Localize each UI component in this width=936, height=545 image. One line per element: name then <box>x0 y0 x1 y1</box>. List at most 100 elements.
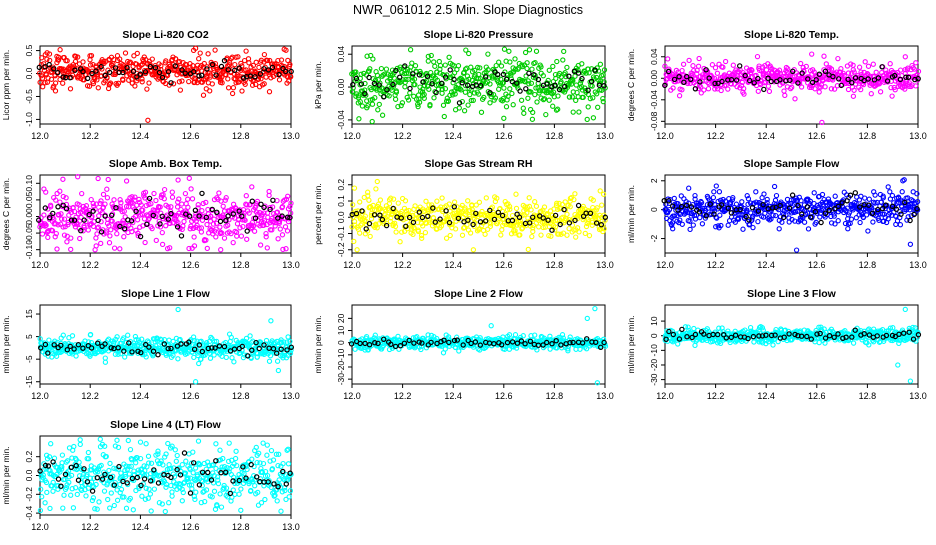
chart-1-point <box>277 78 281 82</box>
chart-2-ref-point <box>367 75 371 79</box>
chart-5-point <box>600 203 604 207</box>
chart-9-xtick-label-3: 12.6 <box>808 391 826 401</box>
chart-4-ref-point <box>218 219 222 223</box>
chart-4-point <box>154 198 158 202</box>
chart-4-point <box>283 225 287 229</box>
chart-4-point <box>250 185 254 189</box>
chart-2-point <box>522 111 526 115</box>
chart-6-point <box>754 190 758 194</box>
chart-7-point <box>276 359 280 363</box>
chart-2-point <box>469 65 473 69</box>
chart-5-point <box>514 206 518 210</box>
chart-1-point <box>81 60 85 64</box>
chart-5-xtick-label-4: 12.8 <box>546 260 564 270</box>
chart-5-point <box>394 230 398 234</box>
chart-5-ytick-label-2: 0.0 <box>336 211 346 223</box>
chart-1-point <box>58 48 62 52</box>
chart-5-point <box>500 228 504 232</box>
chart-5-xtick-label-1: 12.2 <box>394 260 412 270</box>
chart-2-point <box>556 107 560 111</box>
chart-7-ytick-label-2: 5 <box>24 334 34 339</box>
chart-1-point <box>201 93 205 97</box>
chart-1-point <box>187 80 191 84</box>
chart-7-ytick-label-3: 15 <box>24 309 34 319</box>
chart-4-point <box>217 191 221 195</box>
chart-4-xtick-label-1: 12.2 <box>81 260 99 270</box>
chart-5-ref-point <box>577 203 581 207</box>
chart-1-ytick-label-3: 0.5 <box>24 44 34 56</box>
chart-3-point <box>874 70 878 74</box>
chart-4-point <box>212 217 216 221</box>
chart-6-point <box>717 190 721 194</box>
chart-9-ytick-label-1: -20 <box>649 359 659 372</box>
chart-6-point <box>890 193 894 197</box>
chart-5-point <box>466 199 470 203</box>
chart-2-point <box>409 48 413 52</box>
chart-6-point <box>756 220 760 224</box>
chart-9-point <box>693 343 697 347</box>
chart-7-point <box>74 354 78 358</box>
chart-6-point <box>688 227 692 231</box>
chart-5-point <box>573 192 577 196</box>
chart-4-point <box>161 242 165 246</box>
chart-1-point <box>257 65 261 69</box>
chart-4-point <box>143 240 147 244</box>
chart-3-point <box>903 55 907 59</box>
chart-3-point <box>697 64 701 68</box>
chart-4-point <box>190 197 194 201</box>
chart-2-point <box>502 86 506 90</box>
chart-2-point <box>585 117 589 121</box>
chart-3-point <box>666 57 670 61</box>
chart-2-point <box>479 110 483 114</box>
chart-3-point <box>697 56 701 60</box>
chart-7-point <box>126 333 130 337</box>
chart-2-ref-point <box>403 64 407 68</box>
chart-5-ytick-label-3: 0.1 <box>336 195 346 207</box>
chart-5-point <box>598 189 602 193</box>
chart-2-point <box>381 113 385 117</box>
chart-4-point <box>109 228 113 232</box>
chart-3-point <box>793 97 797 101</box>
chart-7-point <box>192 355 196 359</box>
chart-6-xtick-label-2: 12.4 <box>757 260 775 270</box>
chart-1-point <box>244 49 248 53</box>
chart-4-point <box>69 236 73 240</box>
chart-3-title: Slope Li-820 Temp. <box>744 29 839 41</box>
chart-6-point <box>842 190 846 194</box>
chart-1-point <box>240 89 244 93</box>
chart-6-point <box>898 223 902 227</box>
chart-7-ytick-label-0: -15 <box>24 375 34 388</box>
chart-5-point <box>537 225 541 229</box>
chart-5-ytick-label-4: 0.2 <box>336 179 346 191</box>
chart-2-point <box>551 64 555 68</box>
chart-6-xtick-label-1: 12.2 <box>707 260 725 270</box>
chart-4-point <box>206 207 210 211</box>
chart-1-point <box>227 86 231 90</box>
chart-1-point <box>180 79 184 83</box>
chart-2-point <box>577 110 581 114</box>
chart-6-xtick-label-5: 13.0 <box>909 260 927 270</box>
chart-2-point <box>497 60 501 64</box>
chart-2-point <box>562 49 566 53</box>
chart-1-point <box>208 89 212 93</box>
chart-6-title: Slope Sample Flow <box>744 158 841 170</box>
chart-6-ytick-label-0: -2 <box>649 235 659 243</box>
chart-8-ytick-label-5: 20 <box>336 313 346 323</box>
chart-6-point <box>908 242 912 246</box>
chart-3-point <box>755 55 759 59</box>
chart-6-point <box>836 219 840 223</box>
chart-6-point <box>886 185 890 189</box>
chart-4-xtick-label-3: 12.6 <box>182 260 200 270</box>
chart-9-title: Slope Line 3 Flow <box>747 288 837 300</box>
chart-3-ylabel: degrees C per min. <box>626 49 636 121</box>
chart-4-point <box>101 192 105 196</box>
chart-3-point <box>682 62 686 66</box>
chart-2-xtick-label-5: 13.0 <box>596 131 614 141</box>
chart-5-point <box>420 236 424 240</box>
chart-4-point <box>112 198 116 202</box>
chart-8-ylabel: ml/min per min. <box>313 315 323 373</box>
chart-4-point <box>189 187 193 191</box>
chart-3-point <box>799 61 803 65</box>
